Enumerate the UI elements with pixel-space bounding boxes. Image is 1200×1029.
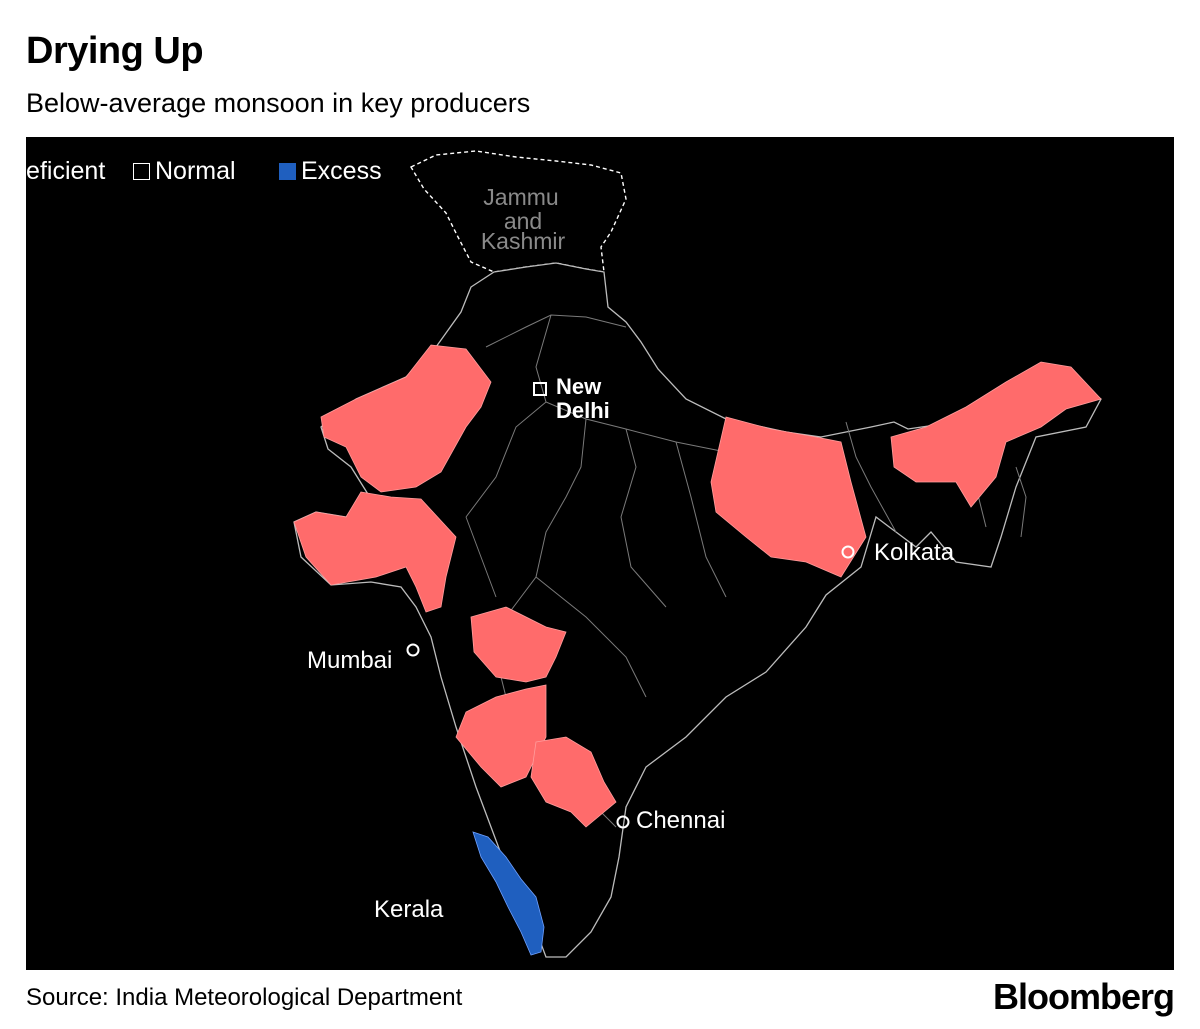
label-jammu-kashmir-1: Jammu [483,184,558,210]
capital-marker-icon [533,382,547,396]
city-label-kolkata: Kolkata [874,539,955,566]
region-northeast [890,361,1102,508]
region-kerala [472,831,545,956]
city-label-chennai: Chennai [636,807,725,834]
legend-label-excess: Excess [301,156,382,185]
map-panel: Jammu and Kashmir Kerala New Delhi Kolka… [26,137,1174,970]
brand-logo: Bloomberg [992,976,1175,1017]
india-map: Jammu and Kashmir Kerala New Delhi Kolka… [293,150,1102,958]
label-kerala: Kerala [374,896,444,923]
region-jammu-kashmir [410,150,627,273]
label-jammu-kashmir-3: Kashmir [481,228,566,254]
legend: Deficient Normal Excess [26,155,406,187]
label-jammu-kashmir-2: and [504,208,542,234]
region-tamil-nadu [530,736,617,828]
source-note: Source: India Meteorological Department [26,984,463,1011]
legend-swatch-excess [279,162,296,180]
legend-swatch-normal [133,162,150,180]
city-marker-icon-chennai [616,815,630,829]
chart-title: Drying Up [26,30,204,72]
capital-label-2: Delhi [556,398,610,423]
region-bihar-jharkhand [710,416,867,578]
deficient-regions [293,344,1102,828]
legend-label-deficient: Deficient [26,156,106,185]
city-marker-icon-kolkata [841,545,855,559]
region-maharashtra-north [470,606,567,683]
legend-label-normal: Normal [155,156,236,185]
region-gujarat [293,491,457,613]
city-label-mumbai: Mumbai [307,647,392,674]
legend-item-excess: Excess [279,155,382,187]
region-karnataka [455,684,547,788]
city-marker-icon-mumbai [406,643,420,657]
legend-item-deficient: Deficient [26,155,105,187]
region-rajasthan [320,344,492,493]
chart-subtitle: Below-average monsoon in key producers [26,88,531,118]
legend-item-normal: Normal [133,155,236,187]
capital-label-1: New [556,374,602,399]
